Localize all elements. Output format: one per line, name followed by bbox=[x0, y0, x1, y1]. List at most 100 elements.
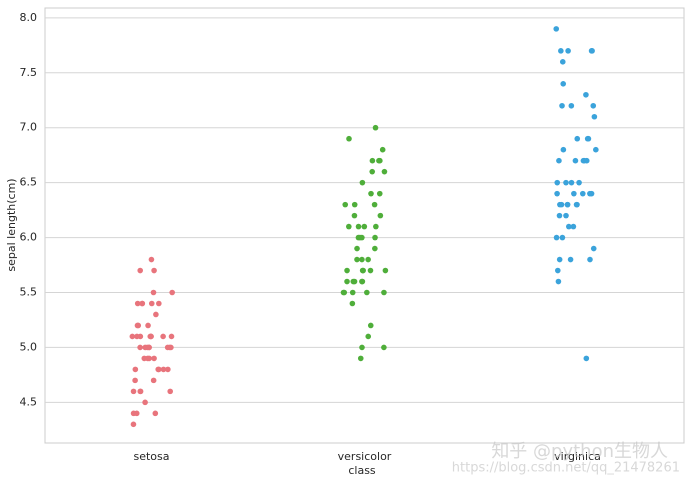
point bbox=[142, 399, 148, 406]
point bbox=[156, 300, 162, 307]
point bbox=[367, 267, 374, 274]
point bbox=[369, 168, 376, 175]
point bbox=[148, 300, 155, 307]
point bbox=[590, 102, 597, 109]
y-tick-label: 7.5 bbox=[20, 66, 38, 79]
point bbox=[349, 300, 356, 307]
point bbox=[361, 223, 368, 230]
point bbox=[559, 102, 565, 109]
point bbox=[583, 91, 589, 98]
point bbox=[573, 201, 580, 208]
point bbox=[558, 48, 564, 54]
point bbox=[571, 190, 577, 197]
watermark: https://blog.csdn.net/qq_21478261 bbox=[452, 461, 680, 476]
y-tick-label: 8.0 bbox=[20, 11, 38, 24]
point bbox=[160, 333, 166, 340]
point bbox=[554, 267, 561, 274]
point bbox=[134, 300, 141, 307]
point bbox=[349, 289, 356, 296]
point bbox=[166, 344, 173, 351]
point bbox=[591, 113, 598, 120]
point bbox=[169, 289, 175, 296]
point bbox=[132, 366, 139, 373]
point bbox=[556, 212, 563, 219]
point bbox=[134, 322, 141, 329]
point bbox=[346, 135, 352, 142]
point bbox=[137, 267, 144, 274]
point bbox=[153, 311, 159, 318]
point bbox=[576, 179, 582, 186]
point bbox=[553, 26, 560, 32]
point bbox=[564, 201, 571, 208]
point bbox=[368, 190, 374, 197]
point bbox=[566, 223, 572, 230]
point bbox=[359, 278, 366, 285]
point bbox=[372, 245, 378, 252]
point bbox=[139, 300, 145, 307]
point bbox=[584, 135, 591, 142]
x-axis-label: class bbox=[348, 464, 376, 477]
point bbox=[371, 201, 378, 208]
point bbox=[156, 366, 162, 373]
point bbox=[559, 59, 566, 65]
point bbox=[381, 168, 388, 175]
point bbox=[560, 80, 567, 87]
point bbox=[342, 201, 349, 208]
point bbox=[168, 333, 175, 340]
point bbox=[590, 245, 597, 252]
y-tick-label: 4.5 bbox=[20, 395, 38, 408]
point bbox=[146, 355, 152, 362]
point bbox=[346, 223, 352, 230]
point bbox=[130, 388, 137, 395]
point bbox=[147, 333, 154, 340]
point bbox=[556, 157, 562, 164]
point bbox=[151, 355, 157, 362]
point bbox=[381, 289, 387, 296]
point bbox=[150, 377, 157, 384]
point bbox=[152, 410, 159, 417]
point bbox=[367, 322, 374, 329]
point bbox=[148, 256, 155, 263]
point bbox=[565, 48, 571, 54]
point bbox=[567, 256, 574, 263]
point bbox=[359, 179, 366, 186]
point bbox=[563, 212, 569, 219]
y-tick-label: 5.0 bbox=[20, 340, 38, 353]
point bbox=[579, 190, 586, 197]
point bbox=[568, 179, 575, 186]
point bbox=[365, 256, 371, 263]
point bbox=[160, 366, 167, 373]
x-tick-label: versicolor bbox=[338, 450, 392, 463]
point bbox=[593, 146, 599, 153]
point bbox=[137, 388, 144, 395]
point bbox=[359, 344, 365, 351]
point bbox=[144, 344, 151, 351]
point bbox=[377, 157, 383, 164]
point bbox=[351, 212, 358, 219]
point bbox=[560, 146, 567, 153]
point bbox=[355, 223, 362, 230]
y-tick-label: 7.0 bbox=[20, 121, 38, 134]
point bbox=[589, 48, 595, 54]
point bbox=[580, 157, 587, 164]
point bbox=[167, 388, 174, 395]
point bbox=[583, 355, 590, 362]
point bbox=[357, 355, 364, 362]
point bbox=[365, 333, 372, 340]
point bbox=[141, 355, 148, 362]
point bbox=[351, 201, 358, 208]
y-tick-label: 6.0 bbox=[20, 231, 38, 244]
point bbox=[574, 135, 581, 142]
watermark: 知乎 @python生物人 bbox=[491, 441, 668, 462]
point bbox=[572, 157, 579, 164]
point bbox=[351, 278, 358, 285]
point bbox=[377, 212, 384, 219]
point bbox=[372, 124, 379, 131]
point bbox=[382, 267, 389, 274]
point bbox=[130, 421, 137, 428]
point bbox=[354, 245, 360, 252]
point bbox=[344, 278, 350, 285]
point bbox=[587, 256, 593, 263]
point bbox=[379, 146, 386, 153]
point bbox=[165, 366, 171, 373]
